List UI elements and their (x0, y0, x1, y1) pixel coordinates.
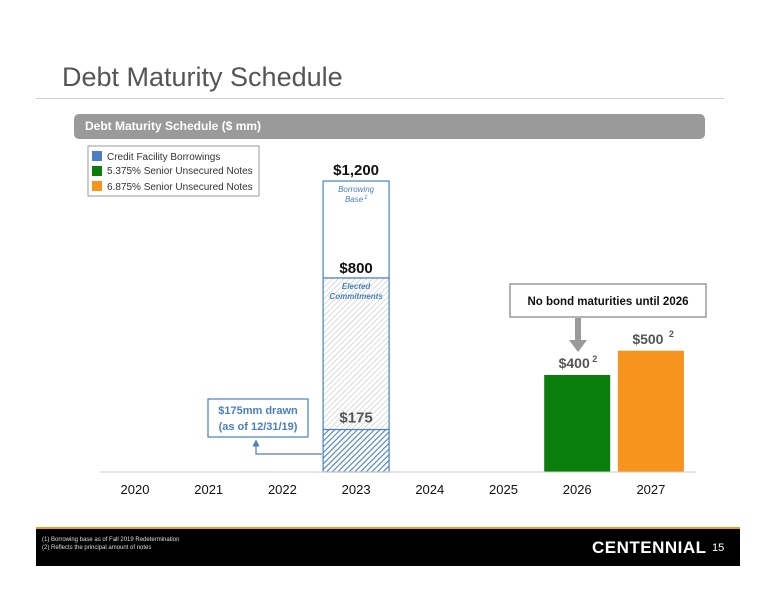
elected-commitments-box (322, 277, 390, 431)
label-borrowing-base-value: $1,200 (333, 162, 379, 179)
x-tick-label-2023: 2023 (342, 482, 371, 497)
x-tick-label-2024: 2024 (415, 482, 444, 497)
drawn-callout-line1: $175mm drawn (218, 405, 298, 417)
legend-box (87, 145, 260, 197)
drawn-callout-arrow (252, 439, 322, 455)
title-divider (36, 98, 724, 99)
label-2027-footnote-marker: 2 (669, 329, 674, 339)
bar-senior-5375-2026 (544, 375, 611, 472)
notes-callout-box (509, 283, 707, 318)
label-2027-value: $500 (632, 331, 663, 347)
chart-subheader: Debt Maturity Schedule ($ mm) (74, 114, 705, 139)
drawn-callout: $175mm drawn (as of 12/31/19) (207, 398, 322, 455)
notes-callout: No bond maturities until 2026 (509, 283, 707, 352)
legend-swatch-senior-5375 (92, 166, 102, 176)
slide-title: Debt Maturity Schedule (62, 62, 343, 92)
x-tick-label-2025: 2025 (489, 482, 518, 497)
legend-label-senior-6875: 6.875% Senior Unsecured Notes (107, 182, 253, 193)
x-axis-tick-labels: 2020 2021 2022 2023 2024 2025 2026 2027 (121, 482, 666, 497)
legend-swatch-senior-6875 (92, 181, 102, 191)
legend-label-senior-5375: 5.375% Senior Unsecured Notes (107, 166, 253, 177)
notes-callout-arrow-head (569, 340, 587, 352)
label-elected-commitments-value: $800 (339, 260, 372, 277)
elected-commitments-annotation-line2: Commitments (329, 292, 383, 301)
borrowing-base-box (322, 180, 390, 279)
legend: Credit Facility Borrowings 5.375% Senior… (87, 145, 260, 197)
borrowing-base-annotation-line2: Base (345, 195, 364, 204)
label-2026-footnote-marker: 2 (592, 354, 597, 364)
legend-label-credit-facility: Credit Facility Borrowings (107, 152, 220, 163)
x-tick-label-2021: 2021 (194, 482, 223, 497)
footnote-1: (1) Borrowing base as of Fall 2019 Redet… (42, 537, 180, 543)
borrowing-base-footnote-marker: 1 (364, 195, 367, 201)
x-tick-label-2022: 2022 (268, 482, 297, 497)
drawn-callout-line2: (as of 12/31/19) (219, 421, 298, 433)
x-tick-label-2020: 2020 (121, 482, 150, 497)
footnote-2: (2) Reflects the principal amount of not… (42, 545, 152, 551)
x-tick-label-2026: 2026 (563, 482, 592, 497)
label-2026-value: $400 (559, 355, 590, 371)
legend-swatch-credit-facility (92, 151, 102, 161)
bar-credit-facility-2023 (322, 428, 390, 473)
x-tick-label-2027: 2027 (636, 482, 665, 497)
borrowing-base-annotation: Borrowing (338, 185, 375, 194)
drawn-callout-box (207, 398, 309, 438)
notes-callout-arrow-shaft (575, 318, 581, 340)
elected-commitments-annotation: Elected (342, 282, 372, 291)
company-logo: CENTENNIAL (592, 538, 707, 557)
footer-bar: (1) Borrowing base as of Fall 2019 Redet… (36, 527, 740, 566)
label-drawn-value: $175 (339, 410, 372, 427)
page-number: 15 (712, 542, 725, 554)
notes-callout-text: No bond maturities until 2026 (527, 296, 688, 308)
bar-senior-6875-2027 (617, 350, 684, 472)
